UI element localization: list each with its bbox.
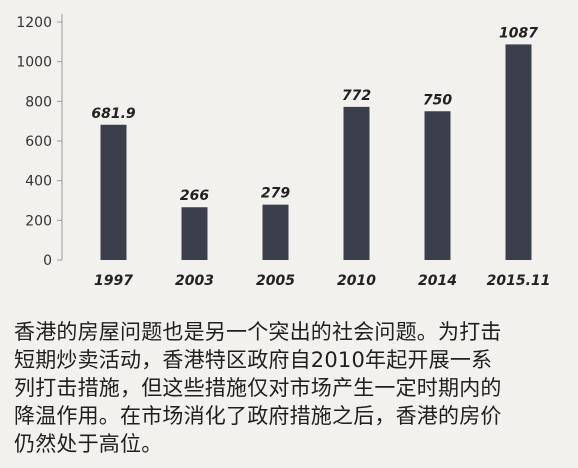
y-tick-label: 400 (25, 174, 52, 190)
x-tick-label: 2015.11 (487, 273, 551, 289)
x-tick-label: 2003 (175, 273, 214, 289)
caption-line: 短期炒卖活动，香港特区政府自2010年起开展一系 (14, 348, 493, 372)
bar (181, 207, 208, 260)
data-label: 1087 (499, 25, 538, 41)
data-label: 279 (261, 186, 290, 202)
y-tick-label: 200 (25, 213, 52, 229)
caption-line: 香港的房屋问题也是另一个突出的社会问题。为打击 (14, 320, 502, 344)
x-tick-label: 1997 (94, 273, 133, 289)
data-label: 772 (342, 88, 371, 104)
caption-line: 降温作用。在市场消化了政府措施之后，香港的房价 (14, 404, 502, 428)
x-tick-label: 2005 (256, 273, 295, 289)
y-tick-label: 0 (43, 253, 52, 269)
bar (343, 106, 370, 261)
bar (505, 44, 532, 260)
x-tick-label: 2014 (418, 273, 457, 289)
y-tick-label: 600 (25, 134, 52, 150)
y-tick-label: 1000 (16, 55, 52, 71)
y-tick-label: 800 (25, 94, 52, 110)
bar-chart: 0 200 400 600 800 1000 1200 681.9 1997 266 2003 279… (16, 14, 551, 289)
y-tick-label: 1200 (16, 15, 52, 31)
data-label: 750 (423, 92, 452, 108)
data-label: 681.9 (91, 106, 136, 122)
bar (262, 204, 289, 260)
caption-line: 仍然处于高位。 (14, 432, 163, 456)
bar (100, 124, 127, 260)
caption-line: 列打击措施，但这些措施仅对市场产生一定时期内的 (14, 376, 502, 400)
chart-area: 0 200 400 600 800 1000 1200 681.9 1997 266 2003 279… (16, 14, 551, 289)
caption-text: 香港的房屋问题也是另一个突出的社会问题。为打击 短期炒卖活动，香港特区政府自20… (14, 318, 570, 458)
x-tick-label: 2010 (337, 273, 376, 289)
data-label: 266 (180, 188, 209, 204)
bar (424, 111, 451, 260)
